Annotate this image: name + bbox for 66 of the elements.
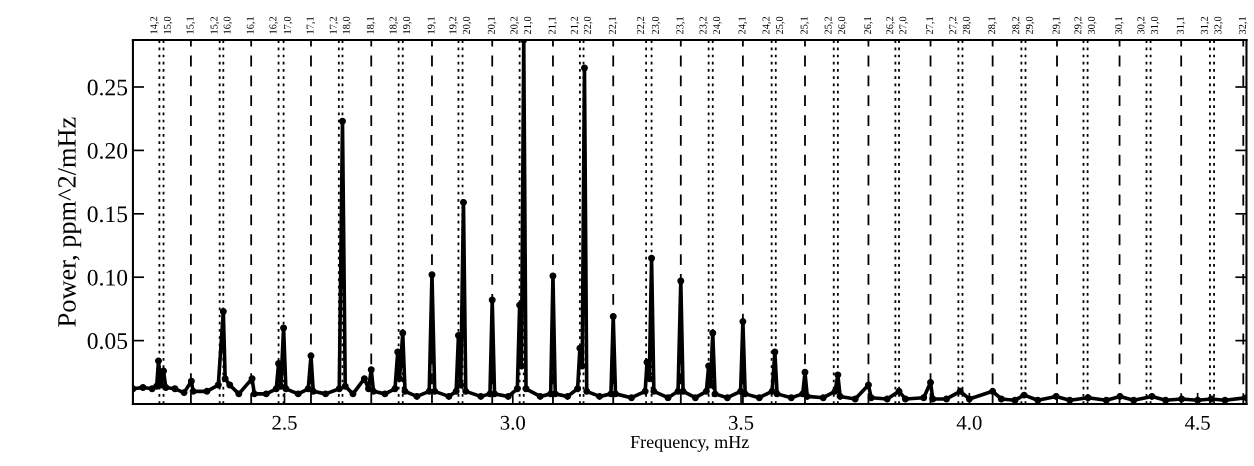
annotation: 18,2 [389, 16, 399, 34]
annotation: 17,1 [306, 16, 316, 34]
annotation: 25,0 [776, 16, 785, 35]
annotation: 31,1 [1176, 16, 1186, 35]
annotation: 19,1 [427, 16, 437, 34]
annotation: 28,0 [962, 16, 972, 35]
annotation: 25,2 [824, 16, 834, 35]
annotation: 20,2 [510, 16, 520, 35]
annotation: 23,0 [651, 16, 661, 35]
annotation: 15,0 [163, 16, 173, 34]
annotation: 24,0 [713, 16, 722, 35]
annotation: 18,1 [366, 16, 376, 34]
annotation: 14,2 [150, 16, 159, 34]
annotation: 15,1 [186, 16, 196, 34]
annotation: 25,1 [800, 16, 810, 35]
annotation: 31,0 [1150, 16, 1160, 35]
annotation: 30,0 [1087, 16, 1097, 35]
annotation: 26,0 [838, 16, 847, 35]
annotation: 21,2 [570, 16, 580, 35]
annotation: 26,2 [886, 16, 895, 35]
annotation: 26,1 [864, 16, 873, 35]
annotation: 30,1 [1115, 16, 1124, 35]
x-tick-label: 3.5 [729, 415, 754, 430]
y-tick-label: 0.10 [87, 269, 128, 286]
annotation: 24,2 [762, 16, 772, 35]
annotation: 16,0 [223, 16, 233, 34]
annotation: 27,0 [899, 16, 908, 35]
annotation: 28,2 [1012, 16, 1021, 35]
y-tick-label: 0.15 [87, 206, 128, 223]
y-tick-label: 0.05 [87, 333, 128, 350]
annotation: 31,2 [1200, 16, 1210, 35]
annotation: 29,2 [1074, 16, 1083, 35]
annotation: 20,0 [462, 16, 472, 35]
annotation: 17,0 [283, 16, 293, 34]
annotation: 32,1 [1238, 16, 1248, 35]
annotation: 19,0 [403, 16, 412, 34]
annotation: 27,2 [949, 16, 958, 35]
x-tick-label: 4.0 [956, 415, 982, 430]
x-axis-title: Frequency, mHz [630, 436, 749, 452]
x-tick-label: 4.5 [1185, 415, 1210, 430]
annotation: 20,1 [487, 16, 497, 35]
annotation: 30,2 [1137, 16, 1146, 35]
annotation: 23,2 [699, 16, 709, 35]
annotation: 28,1 [988, 16, 997, 35]
y-axis-title: Power, ppm^2/mHz [58, 117, 82, 327]
annotation: 22,1 [608, 16, 618, 35]
x-tick-label: 2.5 [272, 415, 297, 430]
annotation: 21,1 [548, 16, 558, 35]
y-tick-label: 0.25 [87, 79, 128, 96]
annotation: 22,0 [583, 16, 593, 35]
annotation: 24,1 [738, 16, 747, 35]
x-tick-label: 3.0 [500, 415, 526, 430]
y-tick-label: 0.20 [87, 142, 128, 159]
annotation: 21,0 [524, 16, 533, 35]
annotation: 16,1 [246, 16, 256, 34]
annotation: 23,1 [676, 16, 685, 35]
annotation: 19,2 [449, 16, 458, 34]
annotation: 17,2 [329, 16, 339, 34]
annotation: 29,1 [1052, 16, 1062, 35]
annotation: 29,0 [1025, 16, 1035, 35]
annotation: 22,2 [636, 16, 646, 35]
annotation: 32,0 [1214, 16, 1223, 35]
annotation: 18,0 [342, 16, 352, 34]
annotation: 15,2 [210, 16, 220, 34]
annotation: 27,1 [926, 16, 935, 35]
annotation: 16,2 [269, 16, 278, 34]
